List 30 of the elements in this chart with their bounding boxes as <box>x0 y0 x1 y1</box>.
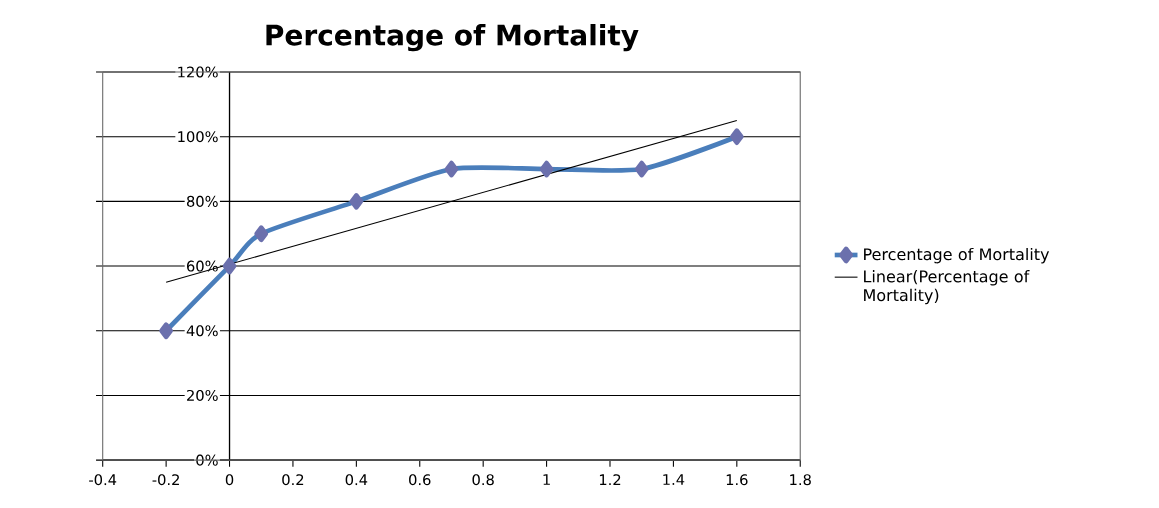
point <box>444 160 459 178</box>
y-tick-label: 120% <box>178 66 218 78</box>
point <box>222 257 237 275</box>
x-tick-label: 1 <box>543 474 550 485</box>
point <box>729 128 744 145</box>
x-tick-label: 1.4 <box>663 474 685 485</box>
point <box>254 225 269 243</box>
y-tick-label: 0% <box>196 454 218 466</box>
point <box>539 160 554 178</box>
point <box>159 322 173 340</box>
point <box>349 192 364 210</box>
x-tick-label: 0.2 <box>282 474 304 486</box>
x-tick-label: 0.8 <box>472 474 494 486</box>
x-tick-label: 0 <box>225 474 234 486</box>
x-tick-label: -0.2 <box>152 474 179 486</box>
point <box>634 160 649 178</box>
x-tick-label: 1.6 <box>726 474 748 486</box>
y-tick-label: 60% <box>187 260 218 272</box>
legend-label: Percentage of Mortality <box>864 247 1050 264</box>
y-tick-label: 40% <box>186 325 218 337</box>
x-tick-label: 0.4 <box>345 474 368 486</box>
x-tick-label: -0.4 <box>89 474 117 486</box>
y-tick-label: 80% <box>186 195 218 207</box>
x-tick-label: 0.6 <box>409 474 431 486</box>
y-tick-label: 100% <box>178 131 218 143</box>
legend-label: Linear(Percentage of Mortality) <box>864 270 1030 305</box>
y-tick-label: 20% <box>187 389 218 401</box>
chart-title: Percentage of Mortality <box>266 23 639 52</box>
x-tick-label: 1.8 <box>790 474 811 486</box>
x-tick-label: 1.2 <box>599 474 621 485</box>
